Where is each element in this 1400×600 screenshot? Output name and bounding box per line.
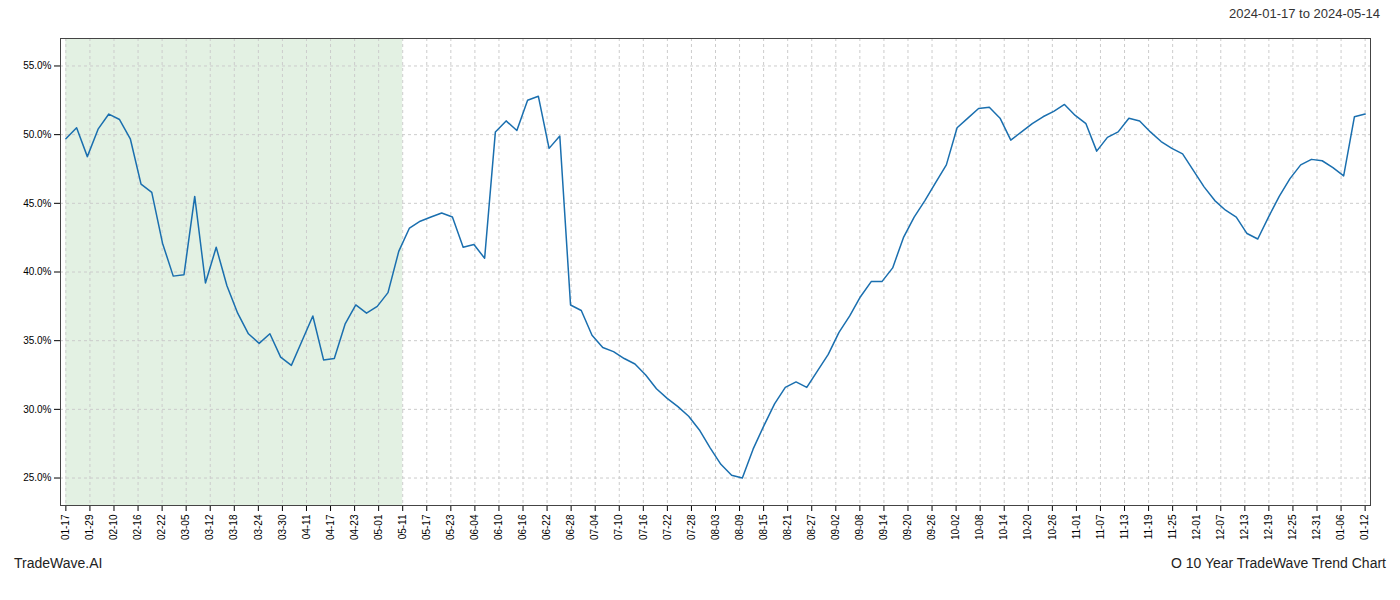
html-text:TradeWave.AI: TradeWave.AI [14,555,103,571]
svg-text:04-17: 04-17 [325,514,336,540]
svg-text:09-08: 09-08 [854,514,865,540]
svg-text:07-22: 07-22 [662,514,673,540]
svg-text:11-19: 11-19 [1143,514,1154,539]
svg-text:11-13: 11-13 [1119,514,1130,539]
svg-text:05-17: 05-17 [421,514,432,540]
svg-text:04-11: 04-11 [301,514,312,539]
html-text:2024-01-17 to 2024-05-14: 2024-01-17 to 2024-05-14 [1228,6,1380,21]
svg-text:11-25: 11-25 [1167,514,1178,539]
svg-text:10-02: 10-02 [950,514,961,540]
svg-text:07-28: 07-28 [686,514,697,540]
svg-text:06-28: 06-28 [565,514,576,540]
svg-text:02-16: 02-16 [132,514,143,540]
svg-text:08-27: 08-27 [806,514,817,540]
svg-text:11-01: 11-01 [1071,514,1082,539]
svg-text:10-14: 10-14 [998,514,1009,540]
svg-text:03-12: 03-12 [204,514,215,540]
svg-text:03-30: 03-30 [277,514,288,540]
svg-text:12-01: 12-01 [1191,514,1202,540]
svg-text:12-25: 12-25 [1287,514,1298,540]
svg-text:06-10: 06-10 [493,514,504,540]
svg-text:04-23: 04-23 [349,514,360,540]
svg-text:06-22: 06-22 [541,514,552,540]
svg-text:08-03: 08-03 [710,514,721,540]
svg-text:12-19: 12-19 [1263,514,1274,540]
svg-text:12-13: 12-13 [1239,514,1250,540]
svg-text:02-10: 02-10 [108,514,119,540]
svg-text:35.0%: 35.0% [23,335,51,346]
svg-text:08-15: 08-15 [758,514,769,540]
svg-text:07-16: 07-16 [638,514,649,540]
svg-text:10-20: 10-20 [1022,514,1033,540]
svg-text:50.0%: 50.0% [23,129,51,140]
svg-text:09-20: 09-20 [902,514,913,540]
svg-text:40.0%: 40.0% [23,266,51,277]
svg-text:01-29: 01-29 [84,514,95,540]
svg-text:06-04: 06-04 [469,514,480,540]
svg-text:10-08: 10-08 [974,514,985,540]
svg-text:03-24: 03-24 [253,514,264,540]
svg-text:11-07: 11-07 [1095,514,1106,539]
svg-text:05-01: 05-01 [373,514,384,540]
svg-text:02-22: 02-22 [156,514,167,540]
svg-text:09-26: 09-26 [926,514,937,540]
svg-text:01-12: 01-12 [1359,514,1370,540]
svg-text:12-07: 12-07 [1215,514,1226,540]
svg-text:25.0%: 25.0% [23,472,51,483]
svg-text:45.0%: 45.0% [23,198,51,209]
svg-text:07-04: 07-04 [589,514,600,540]
svg-text:03-18: 03-18 [228,514,239,540]
svg-text:09-14: 09-14 [878,514,889,540]
svg-text:05-11: 05-11 [397,514,408,539]
svg-text:08-21: 08-21 [782,514,793,540]
svg-text:55.0%: 55.0% [23,60,51,71]
svg-text:06-16: 06-16 [517,514,528,540]
svg-text:07-10: 07-10 [613,514,624,540]
svg-text:10-26: 10-26 [1047,514,1058,540]
svg-text:09-02: 09-02 [830,514,841,540]
svg-text:08-09: 08-09 [734,514,745,540]
svg-text:05-23: 05-23 [445,514,456,540]
html-text:O 10 Year TradeWave Trend Char: O 10 Year TradeWave Trend Chart [1171,555,1386,571]
svg-text:01-17: 01-17 [60,514,71,540]
svg-text:03-05: 03-05 [180,514,191,540]
svg-text:12-31: 12-31 [1311,514,1322,540]
svg-text:01-06: 01-06 [1335,514,1346,540]
svg-text:30.0%: 30.0% [23,404,51,415]
